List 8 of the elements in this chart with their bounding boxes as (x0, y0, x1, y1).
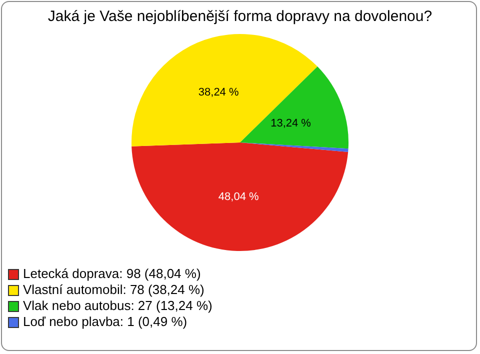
legend-label: Vlak nebo autobus: 27 (13,24 %) (23, 298, 212, 314)
data-label: 38,24 % (198, 86, 239, 99)
data-label: 48,04 % (218, 190, 260, 203)
chart-title: Jaká je Vaše nejoblíbenější forma dopravy na dovolenou? (46, 8, 434, 25)
legend-label: Letecká doprava: 98 (48,04 %) (23, 266, 201, 282)
data-label: 13,24 % (270, 117, 312, 130)
legend-label: Loď nebo plavba: 1 (0,49 %) (23, 314, 188, 330)
legend-label: Vlastní automobil: 78 (38,24 %) (23, 282, 204, 298)
